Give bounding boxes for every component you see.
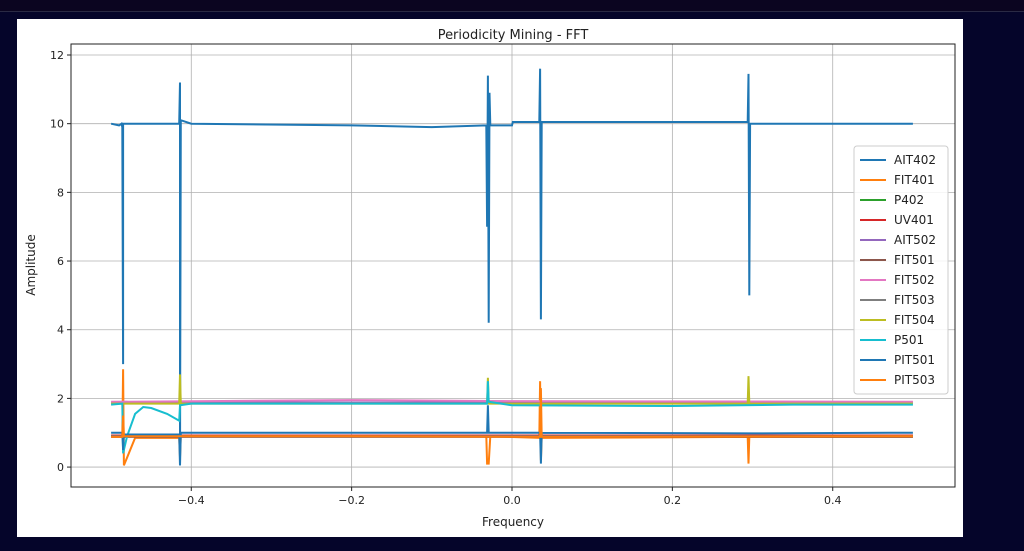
legend-label: UV401 xyxy=(894,213,934,227)
series-line-fit504 xyxy=(111,374,913,405)
fft-chart: −0.4 −0.2 0.0 0.2 0.4 0 2 4 6 8 10 12 Periodicity M… xyxy=(24,28,956,529)
legend: AIT402 FIT401 P402 UV401 AIT502 FIT501 FIT502 F… xyxy=(853,145,949,395)
legend-label: P402 xyxy=(894,193,924,207)
y-tick-label: 10 xyxy=(50,118,64,131)
legend-label: FIT401 xyxy=(894,173,935,187)
series-line-pit501 xyxy=(111,405,913,466)
legend-label: PIT501 xyxy=(894,353,935,367)
figure: −0.4 −0.2 0.0 0.2 0.4 0 2 4 6 8 10 12 Periodicity M… xyxy=(17,19,963,537)
y-tick-label: 2 xyxy=(57,392,64,405)
legend-label: FIT502 xyxy=(894,273,935,287)
x-tick-label: 0.4 xyxy=(824,494,842,507)
x-axis-label: Frequency xyxy=(482,515,544,529)
series-line-pit503 xyxy=(111,388,913,438)
window-top-bar xyxy=(0,0,1024,12)
y-axis-label: Amplitude xyxy=(24,234,38,296)
y-tick-label: 8 xyxy=(57,186,64,199)
x-tick-label: −0.4 xyxy=(178,494,205,507)
x-tick-label: 0.0 xyxy=(503,494,521,507)
legend-label: FIT503 xyxy=(894,293,935,307)
x-tick-label: 0.2 xyxy=(664,494,682,507)
legend-label: AIT502 xyxy=(894,233,936,247)
chart-title: Periodicity Mining - FFT xyxy=(438,28,589,43)
legend-label: PIT503 xyxy=(894,373,935,387)
plot-frame xyxy=(70,43,956,488)
y-tick-label: 4 xyxy=(57,324,64,337)
legend-label: P501 xyxy=(894,333,924,347)
legend-label: AIT402 xyxy=(894,153,936,167)
y-tick-label: 6 xyxy=(57,255,64,268)
series-line-ait402 xyxy=(110,68,913,466)
x-tick-label: −0.2 xyxy=(338,494,365,507)
y-tick-label: 0 xyxy=(57,461,64,474)
legend-box xyxy=(853,145,949,395)
legend-label: FIT504 xyxy=(894,313,935,327)
y-tick-label: 12 xyxy=(50,49,64,62)
series-line-fit502 xyxy=(111,399,913,403)
legend-label: FIT501 xyxy=(894,253,935,267)
